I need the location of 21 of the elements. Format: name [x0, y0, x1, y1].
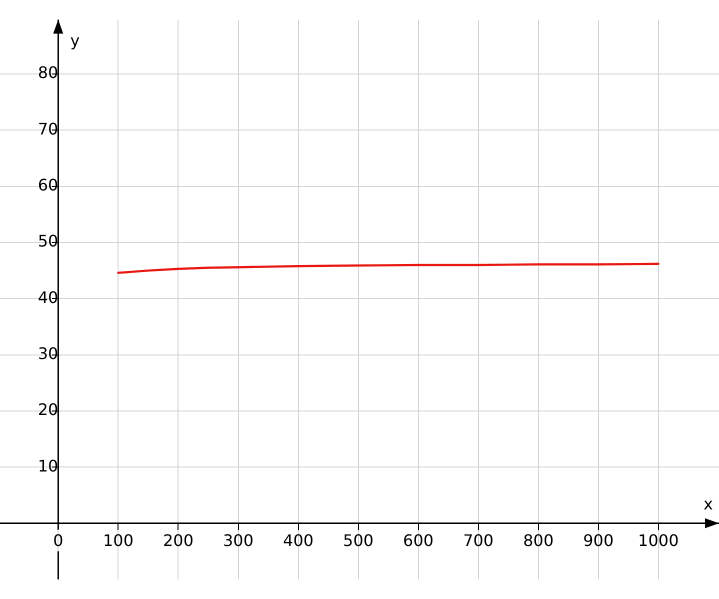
- x-tick-label: 700: [463, 531, 494, 550]
- x-tick-label: 200: [162, 531, 194, 550]
- y-tick-label: 30: [38, 344, 58, 363]
- x-tick-label: 400: [283, 531, 314, 550]
- x-axis-title: x: [704, 494, 713, 514]
- y-tick-label: 10: [38, 456, 58, 476]
- y-tick-label: 80: [38, 63, 58, 82]
- y-tick-label: 20: [38, 400, 58, 420]
- x-tick-label: 100: [102, 531, 134, 550]
- y-tick-label: 60: [38, 176, 58, 195]
- x-tick-label: 600: [403, 531, 434, 550]
- y-axis-title: y: [70, 30, 80, 50]
- x-tick-label: 900: [583, 531, 614, 550]
- y-tick-label: 70: [38, 119, 58, 138]
- x-tick-label: 300: [222, 531, 254, 550]
- x-tick-label: 500: [343, 531, 374, 550]
- y-tick-label: 50: [38, 232, 58, 251]
- x-tick-label: 800: [523, 531, 554, 550]
- y-tick-label: 40: [38, 288, 58, 307]
- x-tick-label: 1000: [638, 531, 679, 550]
- x-tick-label: 0: [53, 531, 64, 550]
